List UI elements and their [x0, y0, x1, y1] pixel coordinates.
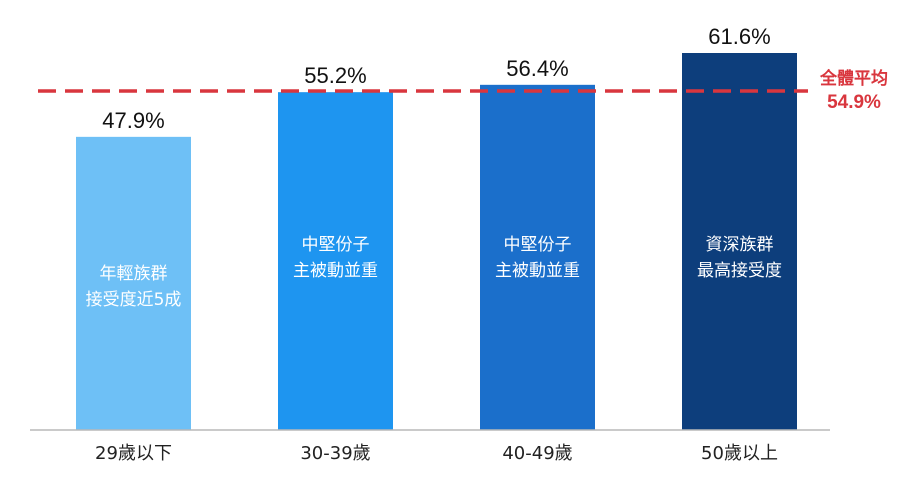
x-tick-label: 29歲以下: [95, 443, 172, 464]
bar-value-label: 55.2%: [304, 63, 366, 88]
bar: [76, 136, 191, 431]
bar-annotation: 接受度近5成: [86, 290, 182, 310]
bar-annotation: 資深族群: [706, 235, 774, 255]
bar-annotation: 主被動並重: [495, 261, 580, 281]
bar: [480, 84, 595, 430]
bar-annotation: 年輕族群: [100, 264, 168, 284]
x-tick-label: 50歲以上: [701, 443, 778, 464]
average-value-label: 54.9%: [827, 92, 881, 113]
x-tick-label: 40-49歲: [502, 443, 572, 464]
bar-annotation: 主被動並重: [293, 261, 378, 281]
bar: [278, 92, 393, 431]
x-tick-label: 30-39歲: [300, 443, 370, 464]
bar-annotation: 中堅份子: [302, 235, 370, 255]
bar-annotation: 最高接受度: [697, 261, 782, 281]
bar-value-label: 61.6%: [708, 24, 770, 49]
average-label: 全體平均: [819, 68, 888, 89]
bar: [682, 53, 797, 430]
bar-value-label: 47.9%: [102, 108, 164, 133]
bar-annotation: 中堅份子: [504, 235, 572, 255]
bar-value-label: 56.4%: [506, 56, 568, 81]
